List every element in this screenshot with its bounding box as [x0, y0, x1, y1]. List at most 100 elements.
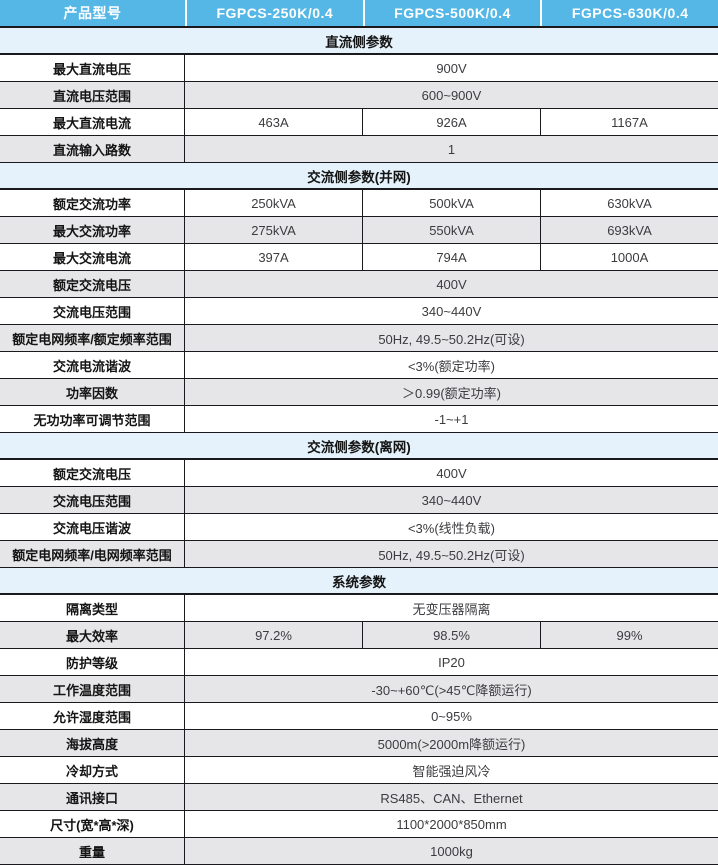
table-row: 尺寸(宽*高*深) 1100*2000*850mm	[0, 811, 718, 838]
row-label: 最大直流电流	[0, 109, 185, 135]
row-value: 550kVA	[362, 217, 540, 243]
row-label: 最大直流电压	[0, 55, 185, 81]
table-row: 隔离类型 无变压器隔离	[0, 595, 718, 622]
row-value-merged: IP20	[438, 654, 465, 670]
table-row: 额定电网频率/额定频率范围 50Hz, 49.5~50.2Hz(可设)	[0, 325, 718, 352]
table-body: 直流侧参数 最大直流电压 900V 直流电压范围 600~900V 最大直流电流 463A 9…	[0, 28, 718, 865]
row-label: 额定交流电压	[0, 460, 185, 486]
table-row: 交流电压范围 340~440V	[0, 298, 718, 325]
row-value-merged: 1000kg	[430, 843, 473, 859]
row-label: 交流电流谐波	[0, 352, 185, 378]
row-value: 1000A	[540, 244, 718, 270]
table-row: 最大效率 97.2% 98.5% 99%	[0, 622, 718, 649]
row-value: 250kVA	[251, 195, 296, 211]
row-label: 直流电压范围	[0, 82, 185, 108]
row-value: 463A	[258, 114, 289, 130]
table-row: 重量 1000kg	[0, 838, 718, 865]
row-label: 海拔高度	[0, 730, 185, 756]
table-row: 交流电流谐波 <3%(额定功率)	[0, 352, 718, 379]
row-value-merged: -1~+1	[434, 411, 469, 427]
row-label: 交流电压范围	[0, 298, 185, 324]
row-value-merged: 50Hz, 49.5~50.2Hz(可设)	[378, 331, 525, 347]
row-value-merged: 0~95%	[431, 708, 472, 724]
row-value-merged: 5000m(>2000m降额运行)	[377, 736, 526, 752]
table-row: 额定交流功率 250kVA 500kVA 630kVA	[0, 190, 718, 217]
table-row: 最大交流功率 275kVA 550kVA 693kVA	[0, 217, 718, 244]
row-value: 397A	[258, 249, 289, 265]
table-header-row: 产品型号 FGPCS-250K/0.4 FGPCS-500K/0.4 FGPCS…	[0, 0, 718, 28]
row-label: 额定交流功率	[0, 190, 185, 216]
row-label: 额定电网频率/额定频率范围	[0, 325, 185, 351]
row-value: 630kVA	[540, 190, 718, 216]
row-label: 工作温度范围	[0, 676, 185, 702]
table-row: 工作温度范围 -30~+60℃(>45℃降额运行)	[0, 676, 718, 703]
row-value-merged: 340~440V	[421, 303, 482, 319]
table-row: 无功功率可调节范围 -1~+1	[0, 406, 718, 433]
row-label: 额定电网频率/电网频率范围	[0, 541, 185, 567]
section-header: 系统参数	[0, 568, 718, 595]
row-value: 794A	[362, 244, 540, 270]
row-label: 最大效率	[0, 622, 185, 648]
row-value-merged: RS485、CAN、Ethernet	[380, 790, 523, 806]
row-label: 无功功率可调节范围	[0, 406, 185, 432]
table-row: 最大交流电流 397A 794A 1000A	[0, 244, 718, 271]
row-label: 交流电压谐波	[0, 514, 185, 540]
row-label: 直流输入路数	[0, 136, 185, 162]
row-value-merged: 1	[447, 141, 456, 157]
row-label: 重量	[0, 838, 185, 864]
row-label: 额定交流电压	[0, 271, 185, 297]
table-row: 允许湿度范围 0~95%	[0, 703, 718, 730]
section-header: 直流侧参数	[0, 28, 718, 55]
row-label: 最大交流功率	[0, 217, 185, 243]
row-value-merged: 900V	[436, 60, 467, 76]
header-model-630k: FGPCS-630K/0.4	[540, 0, 718, 26]
row-label: 最大交流电流	[0, 244, 185, 270]
section-header: 交流侧参数(离网)	[0, 433, 718, 460]
table-row: 额定交流电压 400V	[0, 460, 718, 487]
table-row: 额定电网频率/电网频率范围 50Hz, 49.5~50.2Hz(可设)	[0, 541, 718, 568]
table-row: 最大直流电压 900V	[0, 55, 718, 82]
table-row: 通讯接口 RS485、CAN、Ethernet	[0, 784, 718, 811]
header-product-model-label: 产品型号	[63, 5, 122, 21]
row-label: 隔离类型	[0, 595, 185, 621]
section-header: 交流侧参数(并网)	[0, 163, 718, 190]
row-value-merged: 无变压器隔离	[412, 601, 491, 617]
table-row: 冷却方式 智能强迫风冷	[0, 757, 718, 784]
row-value-merged: 600~900V	[421, 87, 482, 103]
row-label: 功率因数	[0, 379, 185, 405]
row-value-merged: 1100*2000*850mm	[396, 816, 507, 832]
table-row: 交流电压谐波 <3%(线性负载)	[0, 514, 718, 541]
table-row: 额定交流电压 400V	[0, 271, 718, 298]
row-value: 926A	[362, 109, 540, 135]
row-value-merged: 智能强迫风冷	[412, 763, 491, 779]
row-value-merged: 400V	[436, 465, 467, 481]
row-value: 99%	[540, 622, 718, 648]
row-value: 97.2%	[255, 627, 292, 643]
row-label: 防护等级	[0, 649, 185, 675]
row-value-merged: -30~+60℃(>45℃降额运行)	[371, 682, 532, 698]
row-value: 500kVA	[362, 190, 540, 216]
row-value-merged: 400V	[436, 276, 467, 292]
row-label: 允许湿度范围	[0, 703, 185, 729]
row-value-merged: ＞0.99(额定功率)	[402, 385, 501, 401]
table-row: 交流电压范围 340~440V	[0, 487, 718, 514]
row-label: 冷却方式	[0, 757, 185, 783]
row-value-merged: 50Hz, 49.5~50.2Hz(可设)	[378, 547, 525, 563]
table-row: 功率因数 ＞0.99(额定功率)	[0, 379, 718, 406]
row-value-merged: <3%(线性负载)	[407, 520, 496, 536]
header-model-500k: FGPCS-500K/0.4	[362, 0, 541, 26]
table-row: 最大直流电流 463A 926A 1167A	[0, 109, 718, 136]
table-row: 直流输入路数 1	[0, 136, 718, 163]
row-label: 通讯接口	[0, 784, 185, 810]
row-value: 98.5%	[362, 622, 540, 648]
table-row: 直流电压范围 600~900V	[0, 82, 718, 109]
row-label: 交流电压范围	[0, 487, 185, 513]
row-value: 1167A	[540, 109, 718, 135]
table-row: 海拔高度 5000m(>2000m降额运行)	[0, 730, 718, 757]
header-model-250k: FGPCS-250K/0.4	[185, 0, 363, 26]
table-row: 防护等级 IP20	[0, 649, 718, 676]
row-label: 尺寸(宽*高*深)	[0, 811, 185, 837]
row-value-merged: 340~440V	[421, 492, 482, 508]
row-value-merged: <3%(额定功率)	[407, 358, 496, 374]
